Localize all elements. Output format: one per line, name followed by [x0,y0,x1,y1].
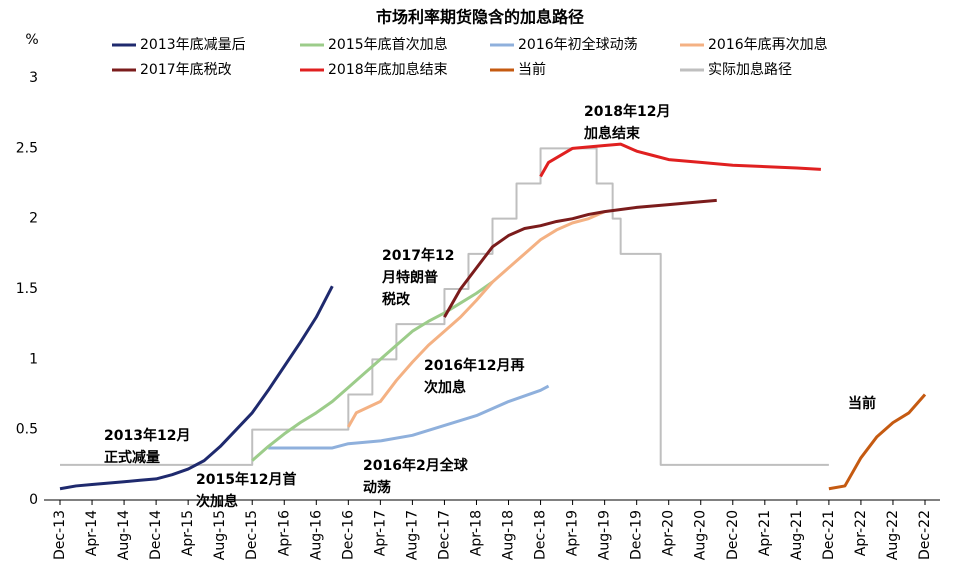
x-tick-label: Dec-18 [533,510,549,560]
series-line [443,198,717,318]
x-tick-label: Aug-15 [212,510,228,560]
y-tick-label: 2 [29,211,38,227]
annotation: 税改 [382,291,411,308]
annotation: 2016年12月再 [424,357,524,374]
x-tick-label: Apr-22 [853,510,869,556]
x-tick-label: Apr-19 [565,510,581,556]
x-tick-label: Apr-16 [276,510,292,556]
legend-label: 2016年底再次加息 [708,36,828,53]
x-tick-label: Apr-21 [757,510,773,556]
annotation: 2018年12月 [584,103,670,120]
series-line [60,147,829,466]
x-tick-label: Aug-20 [693,510,709,560]
y-axis-label: % [25,32,38,48]
x-tick-label: Aug-17 [404,510,420,560]
x-tick-label: Dec-14 [148,510,164,560]
y-tick-label: 2.5 [16,140,38,156]
annotation: 次加息 [424,379,466,396]
annotation: 动荡 [363,479,391,496]
annotation: 2015年12月首 [196,471,296,488]
y-tick-label: 3 [29,70,38,86]
annotation: 2017年12 [382,247,454,264]
x-tick-label: Dec-13 [52,510,68,560]
series-line [59,285,334,491]
x-tick-label: Dec-16 [340,510,356,560]
chart-title: 市场利率期货隐含的加息路径 [376,8,584,27]
annotation: 2016年2月全球 [363,457,469,474]
series-line [268,384,550,450]
x-tick-label: Dec-19 [629,510,645,560]
x-tick-label: Aug-14 [116,510,132,560]
annotation: 正式减量 [104,449,160,466]
legend-label: 当前 [518,61,546,78]
x-tick-label: Aug-22 [885,510,901,560]
annotation: 加息结束 [583,125,641,142]
y-tick-label: 0 [29,492,38,508]
annotation: 2013年12月 [104,427,190,444]
x-tick-label: Dec-17 [436,510,452,560]
x-tick-label: Aug-21 [789,510,805,560]
x-tick-label: Aug-19 [597,510,613,560]
legend-label: 2018年底加息结束 [328,61,448,78]
series-line [251,280,494,462]
y-tick-label: 0.5 [16,422,38,438]
x-tick-label: Apr-14 [84,510,100,556]
x-tick-label: Aug-16 [308,510,324,560]
annotation: 月特朗普 [381,269,438,286]
x-tick-label: Aug-18 [501,510,517,560]
annotation: 次加息 [196,493,238,510]
annotation: 当前 [848,395,876,412]
legend-label: 实际加息路径 [708,61,792,78]
series-line [828,393,927,491]
legend-label: 2017年底税改 [140,62,232,78]
y-tick-label: 1.5 [16,281,38,297]
legend-label: 2015年底首次加息 [328,36,448,53]
x-tick-label: Apr-17 [372,510,388,556]
x-tick-label: Dec-22 [917,510,933,560]
x-tick-label: Dec-21 [821,510,837,560]
series-line [347,210,606,428]
legend-label: 2013年底减量后 [140,37,246,53]
x-tick-label: Apr-18 [468,510,484,556]
x-tick-label: Dec-15 [244,510,260,560]
x-tick-label: Apr-20 [661,510,677,556]
series-line [539,142,821,178]
y-tick-label: 1 [29,351,38,367]
x-tick-label: Apr-15 [180,510,196,556]
legend-label: 2016年初全球动荡 [518,36,638,53]
x-tick-label: Dec-20 [725,510,741,560]
